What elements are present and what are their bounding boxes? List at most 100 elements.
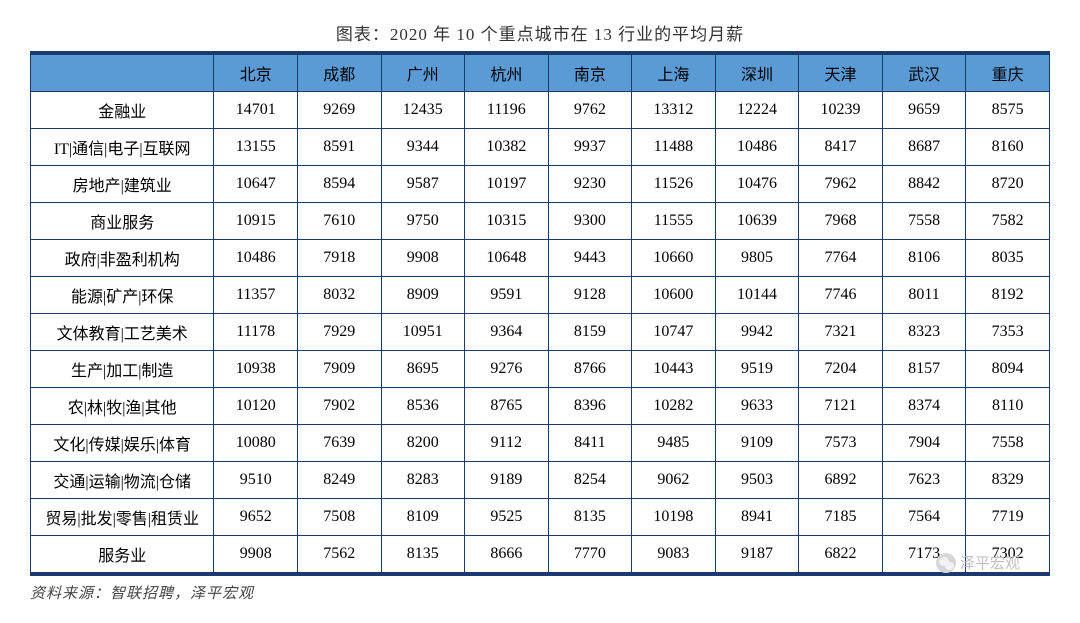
- cell-value: 7564: [882, 499, 966, 536]
- chart-title: 图表：2020 年 10 个重点城市在 13 行业的平均月薪: [30, 20, 1050, 45]
- cell-value: 9344: [381, 129, 465, 166]
- row-label: 农|林|牧|渔|其他: [31, 388, 214, 425]
- cell-value: 9128: [548, 277, 632, 314]
- cell-value: 7610: [297, 203, 381, 240]
- cell-value: 8687: [882, 129, 966, 166]
- cell-value: 7639: [297, 425, 381, 462]
- cell-value: 7185: [799, 499, 883, 536]
- cell-value: 8575: [966, 92, 1050, 129]
- cell-value: 11178: [214, 314, 298, 351]
- cell-value: 10080: [214, 425, 298, 462]
- row-label: 贸易|批发|零售|租赁业: [31, 499, 214, 536]
- cell-value: 8094: [966, 351, 1050, 388]
- cell-value: 10198: [632, 499, 716, 536]
- cell-value: 10639: [715, 203, 799, 240]
- cell-value: 10239: [799, 92, 883, 129]
- cell-value: 8109: [381, 499, 465, 536]
- cell-value: 8110: [966, 388, 1050, 425]
- cell-value: 9591: [465, 277, 549, 314]
- cell-value: 9503: [715, 462, 799, 499]
- cell-value: 10647: [214, 166, 298, 203]
- cell-value: 10486: [214, 240, 298, 277]
- cell-value: 9485: [632, 425, 716, 462]
- row-label: 商业服务: [31, 203, 214, 240]
- cell-value: 9230: [548, 166, 632, 203]
- table-row: 生产|加工|制造10938790986959276876610443951972…: [31, 351, 1050, 388]
- cell-value: 9659: [882, 92, 966, 129]
- cell-value: 8135: [381, 536, 465, 573]
- cell-value: 10648: [465, 240, 549, 277]
- table-row: 金融业1470192691243511196976213312122241023…: [31, 92, 1050, 129]
- cell-value: 9364: [465, 314, 549, 351]
- row-label: 文化|传媒|娱乐|体育: [31, 425, 214, 462]
- cell-value: 8411: [548, 425, 632, 462]
- row-label: IT|通信|电子|互联网: [31, 129, 214, 166]
- cell-value: 9750: [381, 203, 465, 240]
- cell-value: 8695: [381, 351, 465, 388]
- wechat-icon: [936, 553, 956, 573]
- cell-value: 9443: [548, 240, 632, 277]
- cell-value: 9189: [465, 462, 549, 499]
- cell-value: 10747: [632, 314, 716, 351]
- source-text: 资料来源：智联招聘，泽平宏观: [30, 582, 1050, 603]
- cell-value: 10938: [214, 351, 298, 388]
- table-row: 文体教育|工艺美术1117879291095193648159107479942…: [31, 314, 1050, 351]
- cell-value: 11196: [465, 92, 549, 129]
- header-city: 成都: [297, 55, 381, 92]
- cell-value: 7764: [799, 240, 883, 277]
- cell-value: 12435: [381, 92, 465, 129]
- cell-value: 9062: [632, 462, 716, 499]
- cell-value: 8842: [882, 166, 966, 203]
- cell-value: 10315: [465, 203, 549, 240]
- cell-value: 10382: [465, 129, 549, 166]
- cell-value: 8417: [799, 129, 883, 166]
- cell-value: 9187: [715, 536, 799, 573]
- header-city: 深圳: [715, 55, 799, 92]
- cell-value: 10282: [632, 388, 716, 425]
- cell-value: 10476: [715, 166, 799, 203]
- cell-value: 9937: [548, 129, 632, 166]
- cell-value: 8591: [297, 129, 381, 166]
- row-label: 房地产|建筑业: [31, 166, 214, 203]
- cell-value: 12224: [715, 92, 799, 129]
- cell-value: 13155: [214, 129, 298, 166]
- watermark-text: 泽平宏观: [960, 552, 1020, 573]
- cell-value: 10144: [715, 277, 799, 314]
- row-label: 金融业: [31, 92, 214, 129]
- table-row: IT|通信|电子|互联网1315585919344103829937114881…: [31, 129, 1050, 166]
- header-city: 武汉: [882, 55, 966, 92]
- cell-value: 8157: [882, 351, 966, 388]
- table-header: 北京成都广州杭州南京上海深圳天津武汉重庆: [31, 55, 1050, 92]
- cell-value: 10486: [715, 129, 799, 166]
- cell-value: 8666: [465, 536, 549, 573]
- header-city: 广州: [381, 55, 465, 92]
- header-city: 北京: [214, 55, 298, 92]
- cell-value: 8254: [548, 462, 632, 499]
- watermark: 泽平宏观: [936, 552, 1020, 573]
- cell-value: 8765: [465, 388, 549, 425]
- cell-value: 8159: [548, 314, 632, 351]
- cell-value: 8766: [548, 351, 632, 388]
- cell-value: 11555: [632, 203, 716, 240]
- row-label: 交通|运输|物流|仓储: [31, 462, 214, 499]
- row-label: 能源|矿产|环保: [31, 277, 214, 314]
- cell-value: 9587: [381, 166, 465, 203]
- cell-value: 10600: [632, 277, 716, 314]
- table-row: 贸易|批发|零售|租赁业9652750881099525813510198894…: [31, 499, 1050, 536]
- cell-value: 9908: [381, 240, 465, 277]
- salary-table: 北京成都广州杭州南京上海深圳天津武汉重庆 金融业1470192691243511…: [30, 54, 1050, 573]
- cell-value: 10660: [632, 240, 716, 277]
- cell-value: 8192: [966, 277, 1050, 314]
- cell-value: 14701: [214, 92, 298, 129]
- cell-value: 8035: [966, 240, 1050, 277]
- cell-value: 9525: [465, 499, 549, 536]
- row-label: 政府|非盈利机构: [31, 240, 214, 277]
- cell-value: 10443: [632, 351, 716, 388]
- cell-value: 9510: [214, 462, 298, 499]
- table-row: 服务业9908756281358666777090839187682271737…: [31, 536, 1050, 573]
- cell-value: 8323: [882, 314, 966, 351]
- cell-value: 7719: [966, 499, 1050, 536]
- cell-value: 9083: [632, 536, 716, 573]
- cell-value: 7746: [799, 277, 883, 314]
- table-row: 农|林|牧|渔|其他101207902853687658396102829633…: [31, 388, 1050, 425]
